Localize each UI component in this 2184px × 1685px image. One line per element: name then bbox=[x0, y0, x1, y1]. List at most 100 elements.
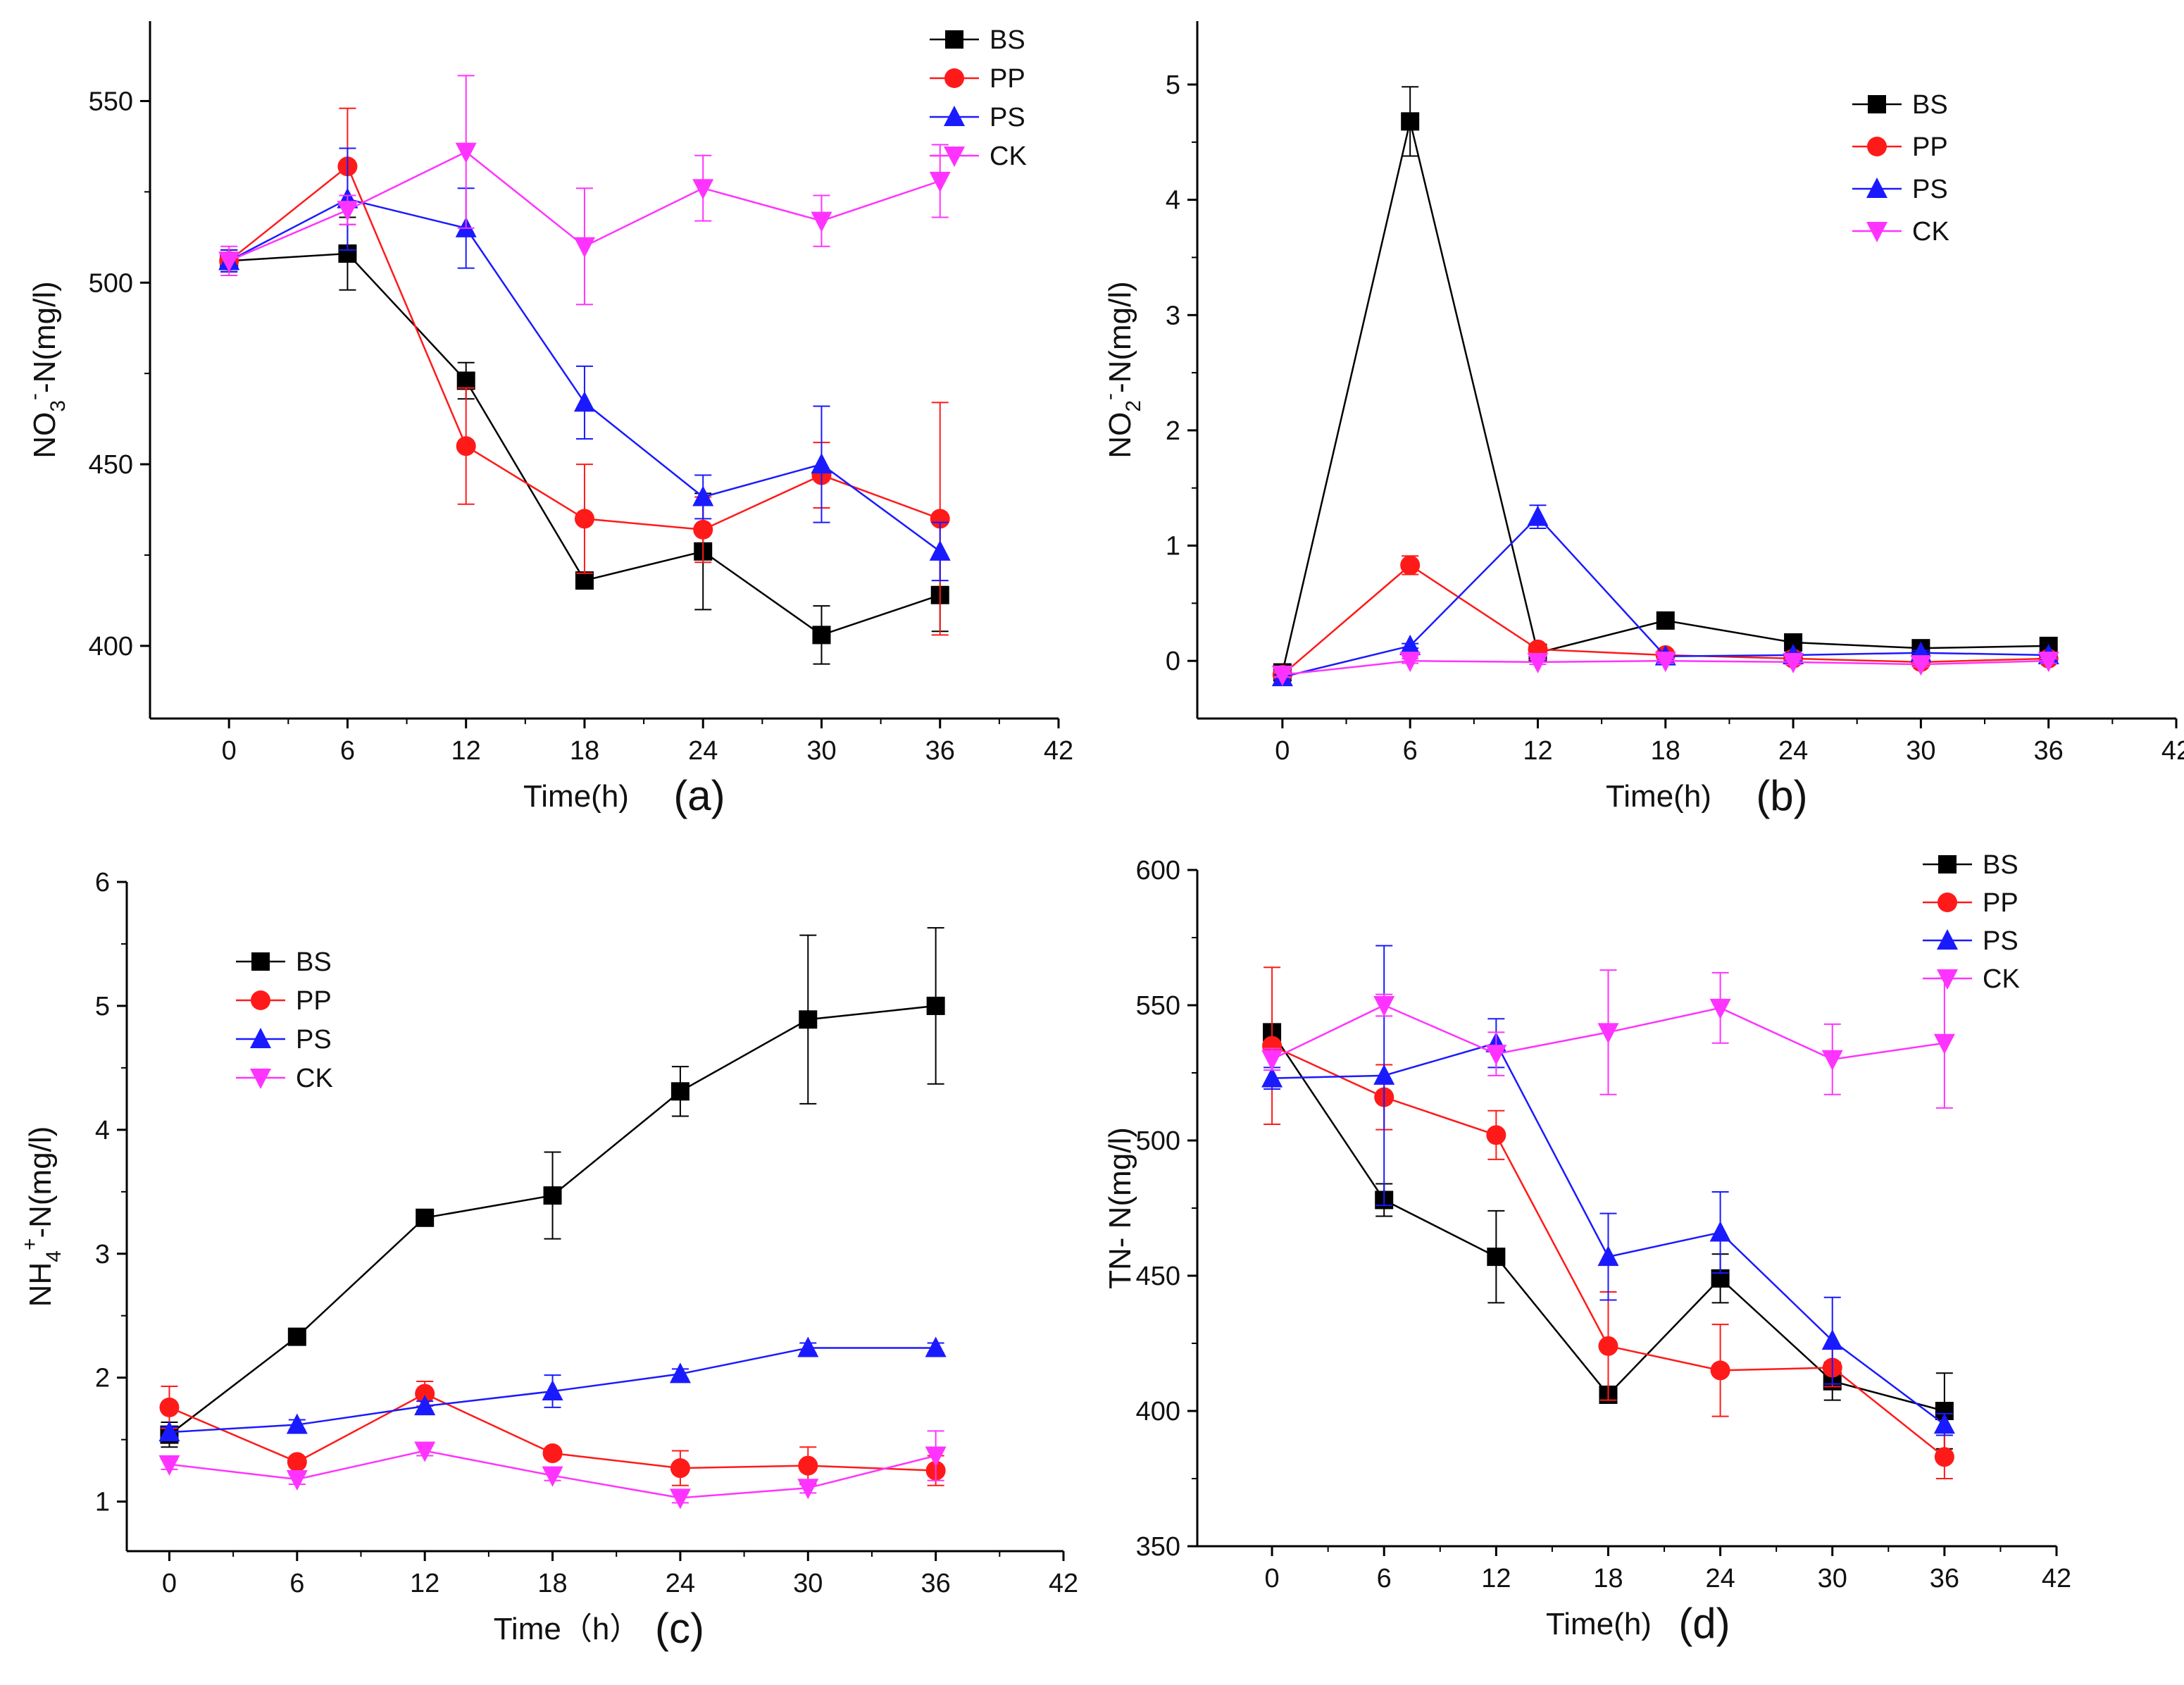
data-point bbox=[669, 1488, 691, 1510]
data-point bbox=[669, 1362, 691, 1384]
data-point bbox=[287, 1452, 307, 1472]
y-axis-title: TN- N(mg/l) bbox=[1103, 1127, 1137, 1289]
data-point bbox=[692, 179, 714, 200]
data-point bbox=[798, 1455, 818, 1476]
x-tick-label: 6 bbox=[1403, 736, 1418, 766]
y-axis-title: NO2--N(mg/l) bbox=[1098, 281, 1145, 459]
panel-letter: (a) bbox=[673, 772, 725, 819]
x-tick-label: 24 bbox=[1705, 1564, 1735, 1593]
x-tick-label: 6 bbox=[289, 1569, 304, 1598]
y-tick-label: 2 bbox=[1166, 416, 1180, 446]
y-tick-label: 4 bbox=[1166, 186, 1180, 216]
legend-marker bbox=[944, 147, 965, 167]
data-point bbox=[811, 453, 832, 474]
legend-label: BS bbox=[1912, 90, 1948, 120]
y-tick-label: 5 bbox=[95, 992, 110, 1021]
data-point bbox=[158, 1455, 180, 1476]
legend-label: PS bbox=[296, 1025, 332, 1055]
x-axis-title: Time(h) bbox=[1606, 779, 1711, 814]
legend: BS PP PS CK bbox=[930, 25, 1027, 171]
x-tick-label: 12 bbox=[1523, 736, 1552, 766]
legend-marker bbox=[251, 990, 270, 1010]
data-point bbox=[1656, 611, 1675, 630]
data-point bbox=[456, 436, 476, 456]
data-point bbox=[543, 1186, 562, 1205]
data-point bbox=[1399, 652, 1421, 673]
legend-label: PS bbox=[1912, 175, 1948, 204]
data-point bbox=[797, 1336, 819, 1357]
legend: BS PP PS CK bbox=[1852, 90, 1949, 247]
x-tick-label: 42 bbox=[1049, 1569, 1078, 1598]
legend-label: BS bbox=[990, 25, 1025, 55]
y-tick-label: 450 bbox=[1136, 1262, 1180, 1291]
data-point bbox=[1709, 998, 1731, 1019]
legend-label: PP bbox=[1912, 132, 1948, 162]
data-point bbox=[1597, 1245, 1619, 1267]
y-tick-label: 400 bbox=[89, 632, 133, 661]
panel-letter: (b) bbox=[1756, 772, 1807, 819]
legend-marker bbox=[945, 30, 963, 49]
y-tick-label: 6 bbox=[95, 868, 110, 897]
x-tick-label: 42 bbox=[1044, 736, 1073, 766]
x-tick-label: 36 bbox=[2034, 736, 2064, 766]
x-tick-label: 0 bbox=[162, 1569, 177, 1598]
data-point bbox=[929, 540, 951, 561]
x-tick-label: 18 bbox=[537, 1569, 567, 1598]
legend-marker bbox=[1937, 929, 1958, 950]
data-point bbox=[287, 1327, 306, 1346]
data-point bbox=[1399, 634, 1421, 655]
data-point bbox=[1710, 1360, 1730, 1381]
y-tick-label: 3 bbox=[95, 1240, 110, 1269]
series-ck bbox=[158, 1430, 947, 1510]
y-tick-label: 400 bbox=[1136, 1397, 1180, 1426]
data-point bbox=[542, 1380, 563, 1401]
data-point bbox=[1654, 652, 1676, 673]
legend-marker bbox=[1866, 178, 1887, 198]
x-tick-label: 30 bbox=[1906, 736, 1935, 766]
x-tick-label: 6 bbox=[1377, 1564, 1392, 1593]
x-tick-label: 36 bbox=[925, 736, 955, 766]
legend-marker bbox=[250, 1028, 271, 1048]
x-tick-label: 0 bbox=[1265, 1564, 1280, 1593]
data-point bbox=[670, 1082, 689, 1101]
x-axis-title: Time(h) bbox=[1546, 1607, 1652, 1641]
data-point bbox=[1598, 1336, 1618, 1356]
data-point bbox=[455, 142, 477, 163]
data-point bbox=[1527, 505, 1549, 526]
x-axis-title: Time(h) bbox=[523, 779, 629, 814]
panel-letter: (c) bbox=[655, 1605, 704, 1652]
series-pp bbox=[159, 1380, 946, 1486]
data-point bbox=[1261, 1067, 1283, 1088]
data-point bbox=[799, 1010, 818, 1029]
data-point bbox=[159, 1397, 180, 1417]
data-point bbox=[218, 251, 240, 273]
y-tick-label: 550 bbox=[89, 87, 133, 116]
data-point bbox=[573, 237, 595, 258]
y-tick-label: 0 bbox=[1166, 647, 1180, 676]
data-point bbox=[797, 1479, 819, 1500]
legend-label: BS bbox=[1983, 850, 2018, 880]
data-point bbox=[574, 509, 594, 529]
data-point bbox=[414, 1441, 436, 1462]
x-tick-label: 24 bbox=[688, 736, 718, 766]
x-tick-label: 0 bbox=[1275, 736, 1290, 766]
data-point bbox=[1486, 1125, 1506, 1145]
data-point bbox=[1821, 1050, 1843, 1071]
x-tick-label: 42 bbox=[2161, 736, 2184, 766]
data-point bbox=[286, 1469, 308, 1491]
data-point bbox=[542, 1443, 563, 1464]
x-tick-label: 12 bbox=[410, 1569, 439, 1598]
data-point bbox=[925, 1336, 947, 1357]
y-tick-label: 1 bbox=[95, 1488, 110, 1517]
data-point bbox=[926, 996, 945, 1015]
data-point bbox=[1597, 1023, 1619, 1044]
legend-label: CK bbox=[1912, 217, 1949, 247]
legend-marker bbox=[1937, 969, 1958, 990]
data-point bbox=[2038, 652, 2059, 673]
data-point bbox=[1527, 652, 1549, 673]
series-ck bbox=[1271, 652, 2059, 686]
x-tick-label: 36 bbox=[1930, 1564, 1959, 1593]
legend-marker bbox=[1938, 855, 1957, 873]
data-point bbox=[456, 371, 475, 390]
